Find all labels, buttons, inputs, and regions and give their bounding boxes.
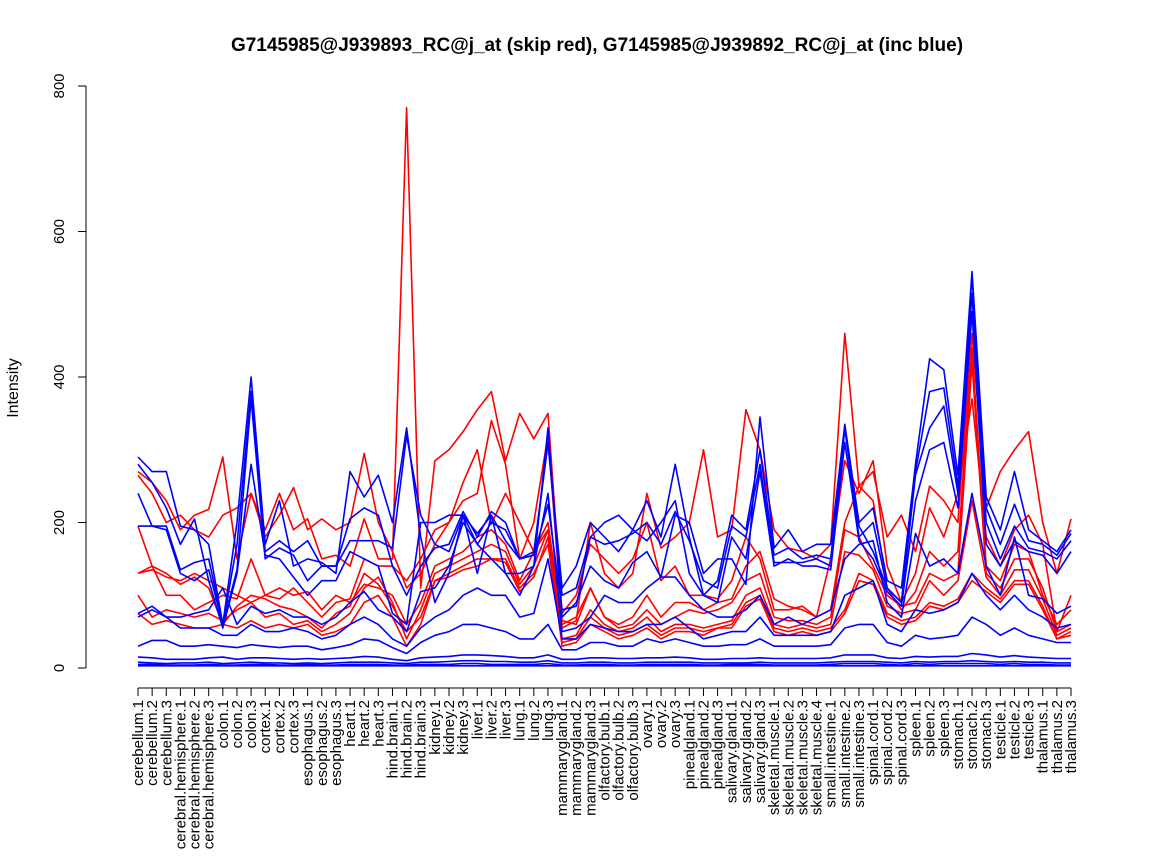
x-tick-label: testicle.1 [992, 700, 1009, 759]
x-tick-label: testicle.3 [1021, 700, 1038, 759]
x-tick-label: spleen.3 [936, 700, 953, 757]
x-tick-label: hind.brain.2 [399, 700, 416, 778]
series-line-14 [137, 616, 1071, 655]
series-line-10 [138, 292, 1072, 626]
x-tick-label: cortex.3 [286, 700, 303, 753]
x-tick-label: skeletal.muscle.4 [809, 700, 826, 815]
x-tick-label: heart.1 [342, 700, 359, 747]
x-tick-label: ovary.1 [639, 700, 656, 748]
x-tick-label: salivary.gland.3 [752, 700, 769, 803]
y-axis: 0 200 400 600 800 [51, 73, 87, 672]
x-tick-label: kidney.2 [441, 700, 458, 755]
y-tick-label: 600 [51, 219, 68, 244]
x-tick-label: lung.2 [526, 700, 543, 741]
x-tick-label: liver.3 [498, 700, 515, 739]
x-tick-label: hind.brain.3 [413, 700, 430, 778]
x-tick-label: olfactory.bulb.2 [611, 700, 628, 801]
x-tick-label: thalamus.3 [1063, 700, 1080, 773]
x-tick-label: salivary.gland.1 [724, 700, 741, 803]
series-line-17 [138, 662, 1071, 666]
x-tick-label: stomach.2 [964, 700, 981, 769]
x-tick-label: cerebellum.2 [144, 700, 161, 786]
x-tick-label: testicle.2 [1006, 700, 1023, 759]
x-tick-label: cortex.2 [271, 700, 288, 753]
x-tick-label: spinal.cord.1 [865, 700, 882, 785]
x-tick-label: liver.1 [469, 700, 486, 739]
y-tick-label: 0 [51, 664, 68, 672]
series-line-13 [137, 558, 1072, 648]
series-line-9 [137, 274, 1072, 626]
x-tick-label: cerebral.hemisphere.2 [187, 700, 204, 849]
x-tick-label: esophagus.2 [314, 700, 331, 786]
y-tick-label: 400 [51, 364, 68, 389]
x-tick-label: mammarygland.2 [568, 700, 585, 816]
series-line-8 [137, 270, 1072, 626]
x-axis: cerebellum.1cerebellum.2cerebellum.3cere… [130, 687, 1080, 849]
x-tick-label: pinealgland.1 [681, 700, 698, 789]
x-tick-label: small.intestine.1 [823, 700, 840, 808]
x-tick-label: heart.2 [356, 700, 373, 747]
x-tick-label: olfactory.bulb.3 [625, 700, 642, 801]
y-tick-label: 800 [51, 73, 68, 98]
x-tick-label: small.intestine.3 [851, 700, 868, 808]
x-tick-label: kidney.1 [427, 700, 444, 755]
x-tick-label: stomach.1 [950, 700, 967, 769]
series-line-5 [137, 499, 1072, 640]
x-tick-label: kidney.3 [455, 700, 472, 755]
x-tick-label: esophagus.3 [328, 700, 345, 786]
x-tick-label: colon.1 [215, 700, 232, 748]
x-tick-label: skeletal.muscle.1 [766, 700, 783, 815]
x-tick-label: small.intestine.2 [837, 700, 854, 808]
x-tick-label: spinal.cord.2 [879, 700, 896, 785]
series-line-1 [137, 332, 1072, 629]
x-tick-label: thalamus.1 [1035, 700, 1052, 773]
series-line-11 [137, 310, 1072, 629]
series-line-15 [137, 652, 1071, 662]
x-tick-label: hind.brain.1 [384, 700, 401, 778]
x-tick-label: cerebral.hemisphere.3 [201, 700, 218, 849]
x-tick-label: lung.3 [540, 700, 557, 741]
x-tick-label: cerebellum.1 [130, 700, 147, 786]
x-tick-label: stomach.3 [978, 700, 995, 769]
x-tick-label: skeletal.muscle.3 [794, 700, 811, 815]
x-tick-label: mammarygland.3 [582, 700, 599, 816]
series-line-2 [137, 107, 1072, 633]
x-tick-label: mammarygland.1 [554, 700, 571, 816]
x-tick-label: lung.1 [512, 700, 529, 741]
chart-title: G7145985@J939893_RC@j_at (skip red), G71… [231, 35, 963, 56]
x-tick-label: spleen.1 [908, 700, 925, 757]
x-tick-label: spinal.cord.3 [893, 700, 910, 785]
x-tick-label: ovary.3 [667, 700, 684, 748]
x-tick-label: pinealgland.3 [710, 700, 727, 789]
x-tick-label: liver.2 [483, 700, 500, 739]
series-line-12 [137, 492, 1072, 633]
x-tick-label: esophagus.1 [300, 700, 317, 786]
x-tick-label: skeletal.muscle.2 [780, 700, 797, 815]
x-tick-label: cerebral.hemisphere.1 [172, 700, 189, 849]
x-tick-label: heart.3 [370, 700, 387, 747]
x-tick-label: pinealgland.2 [695, 700, 712, 789]
x-tick-label: cerebellum.3 [158, 700, 175, 786]
x-tick-label: colon.3 [243, 700, 260, 748]
y-tick-label: 200 [51, 510, 68, 535]
x-tick-label: thalamus.2 [1049, 700, 1066, 773]
x-tick-label: salivary.gland.2 [738, 700, 755, 803]
series-line-4 [137, 361, 1072, 633]
y-axis-label: Intensity [5, 358, 22, 418]
x-tick-label: cortex.1 [257, 700, 274, 753]
x-tick-label: spleen.2 [922, 700, 939, 757]
series-line-16 [137, 659, 1071, 665]
x-tick-label: ovary.2 [653, 700, 670, 748]
x-tick-label: colon.2 [229, 700, 246, 748]
x-tick-label: olfactory.bulb.1 [597, 700, 614, 801]
series-line-7 [137, 536, 1072, 648]
series-group [137, 107, 1072, 667]
